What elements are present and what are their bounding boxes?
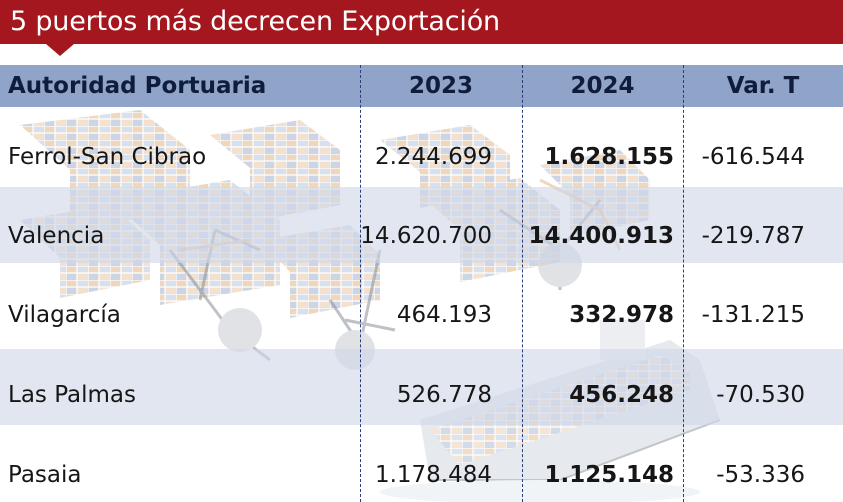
table-row-2024: 14.400.913	[528, 223, 674, 249]
table-row-2023: 14.620.700	[360, 223, 492, 249]
header-2024: 2024	[570, 73, 635, 99]
table-row-2023: 2.244.699	[374, 144, 492, 170]
table-row-var: -70.530	[716, 382, 805, 408]
table-row-port: Las Palmas	[8, 382, 137, 408]
header-var: Var. T	[726, 73, 800, 99]
table-row-var: -219.787	[701, 223, 805, 249]
row-band	[0, 349, 843, 425]
table-row-2024: 1.628.155	[544, 144, 675, 170]
header-2023: 2023	[408, 73, 473, 99]
title-bar	[0, 0, 843, 44]
column-divider	[522, 65, 523, 502]
table-row-port: Valencia	[8, 223, 105, 249]
row-band	[0, 187, 843, 263]
title-notch	[46, 44, 74, 56]
table-row-port: Vilagarcía	[8, 302, 121, 328]
table-row-port: Pasaia	[8, 462, 82, 488]
table-row-2023: 526.778	[396, 382, 492, 408]
table-row-2024: 1.125.148	[544, 462, 675, 488]
header-port: Autoridad Portuaria	[8, 73, 267, 99]
table-row-var: -53.336	[716, 462, 805, 488]
table-row-var: -131.215	[701, 302, 805, 328]
table-header-row	[0, 65, 843, 107]
page-title: 5 puertos más decrecen Exportación	[10, 6, 500, 37]
table-row-var: -616.544	[701, 144, 805, 170]
table-row-2023: 1.178.484	[374, 462, 492, 488]
table-row-2024: 332.978	[569, 302, 674, 328]
table-row-2023: 464.193	[396, 302, 492, 328]
table-row-2024: 456.248	[569, 382, 674, 408]
table-row-port: Ferrol-San Cibrao	[8, 144, 207, 170]
column-divider	[683, 65, 684, 502]
column-divider	[360, 65, 361, 502]
